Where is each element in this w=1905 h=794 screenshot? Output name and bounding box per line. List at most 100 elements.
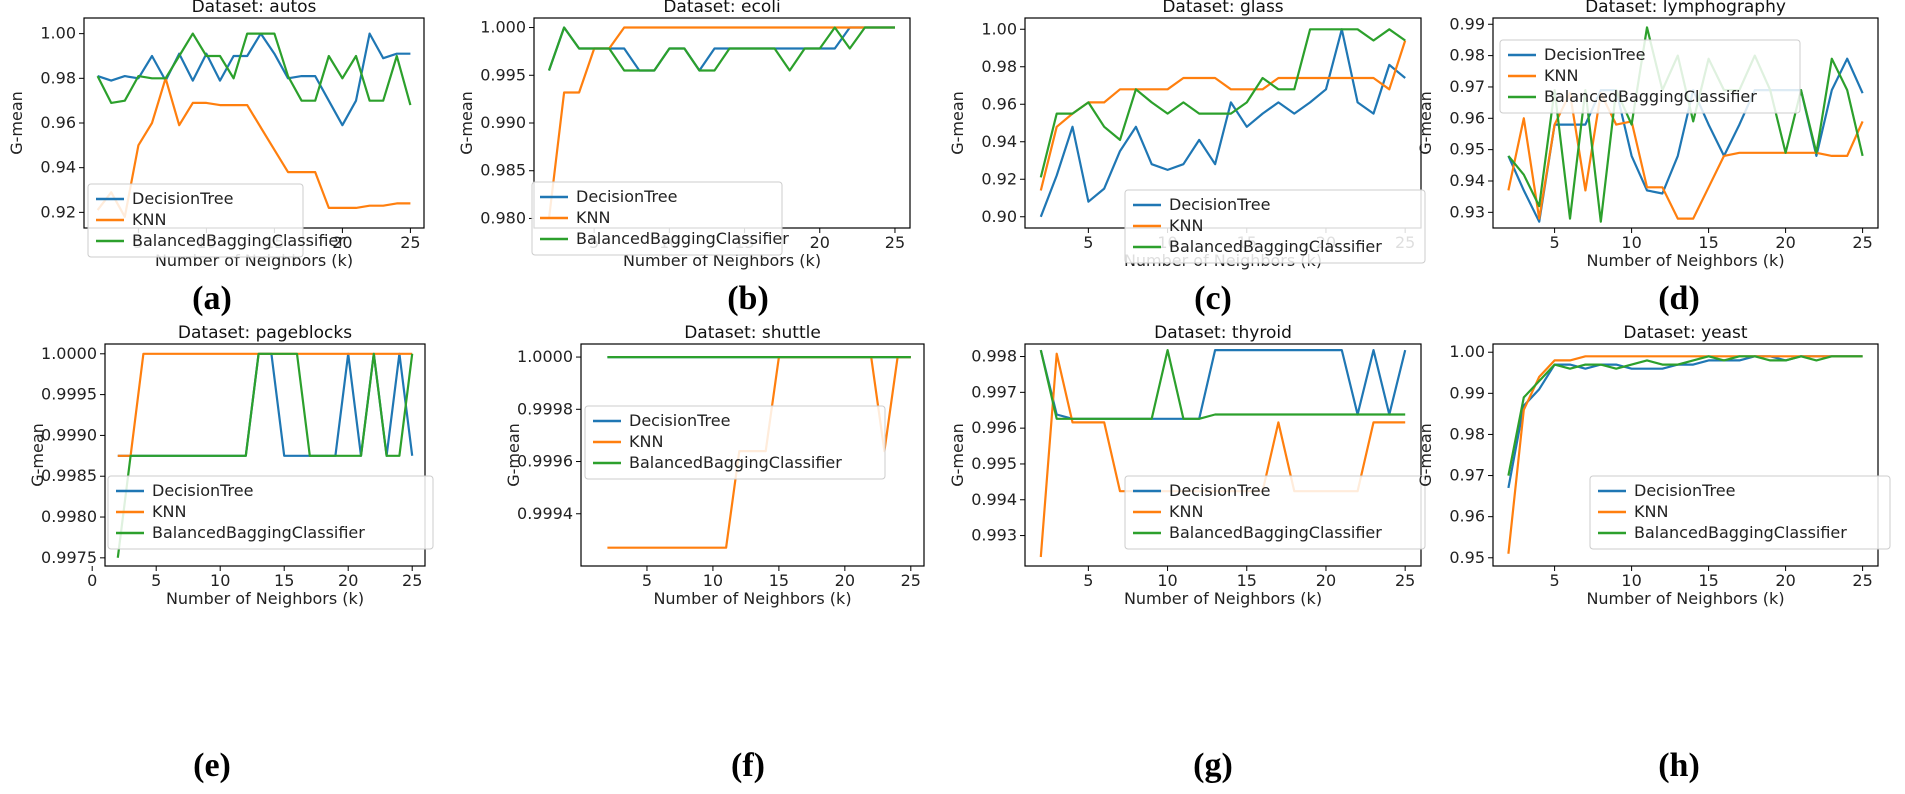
chart-title-yeast: Dataset: yeast	[1623, 323, 1747, 343]
series-line-balancedbaggingclassifier	[116, 352, 414, 558]
y-tick-label: 0.990	[480, 113, 526, 132]
chart-lymphography: Dataset: lymphography 0.93 0.94 0.95 0.96 0.9…	[1416, 0, 1879, 270]
y-axis-label: G-mean	[28, 423, 47, 487]
y-tick-label: 0.95	[1449, 140, 1485, 159]
y-tick-label: 0.92	[981, 169, 1017, 188]
plot-frame-yeast	[1492, 343, 1879, 567]
series-line-balancedbaggingclassifier	[547, 26, 895, 72]
x-tick-label: 5	[1550, 233, 1560, 252]
x-axis-label: Number of Neighbors (k)	[1586, 589, 1784, 608]
legend-label-decisiontree: DecisionTree	[1544, 45, 1645, 64]
x-tick-label: 5	[1550, 571, 1560, 590]
panel-label-g: (g)	[1193, 747, 1233, 784]
chart-title-lymphography: Dataset: lymphography	[1585, 0, 1786, 17]
legend-label-knn: KNN	[576, 208, 610, 227]
x-tick-label: 25	[400, 233, 420, 252]
y-tick-label: 1.00	[40, 24, 76, 43]
plot-frame-pageblocks	[104, 343, 426, 567]
chart-title-pageblocks: Dataset: pageblocks	[178, 323, 352, 343]
y-tick-label: 0.96	[981, 94, 1017, 113]
x-tick-label: 20	[338, 571, 358, 590]
legend-label-balancedbaggingclassifier: BalancedBaggingClassifier	[132, 231, 345, 250]
y-tick-label: 0.97	[1449, 77, 1485, 96]
x-tick-label: 20	[1775, 233, 1795, 252]
x-tick-label: 15	[1698, 571, 1718, 590]
y-tick-label: 0.98	[1449, 46, 1485, 65]
panel-label-b: (b)	[727, 280, 769, 317]
legend-box	[1124, 189, 1426, 264]
y-tick-label: 0.9980	[41, 507, 97, 526]
plot-frame-shuttle	[580, 343, 925, 567]
y-tick-label: 0.98	[1449, 424, 1485, 443]
panel-label-e: (e)	[193, 747, 231, 784]
x-tick-label: 25	[1395, 571, 1415, 590]
panel-label-a: (a)	[192, 280, 232, 317]
legend-label-knn: KNN	[1544, 66, 1578, 85]
series-line-balancedbaggingclassifier	[1507, 355, 1863, 476]
legend-label-knn: KNN	[152, 502, 186, 521]
x-axis-label: Number of Neighbors (k)	[623, 251, 821, 270]
legend-box	[584, 405, 886, 480]
y-tick-label: 0.996	[971, 418, 1017, 437]
x-tick-label: 0	[87, 571, 97, 590]
chart-pageblocks: Dataset: pageblocks 0.9975 0.9980 0.9985 0.9…	[28, 323, 434, 608]
legend-label-decisiontree: DecisionTree	[1634, 481, 1735, 500]
y-tick-label: 0.92	[40, 202, 76, 221]
y-axis-label: G-mean	[1416, 423, 1435, 487]
legend-box	[1124, 475, 1426, 550]
y-tick-label: 1.00	[981, 19, 1017, 38]
chart-title-glass: Dataset: glass	[1162, 0, 1283, 17]
y-axis-label: G-mean	[504, 423, 523, 487]
x-tick-label: 20	[835, 571, 855, 590]
y-tick-label: 0.98	[981, 57, 1017, 76]
legend-label-decisiontree: DecisionTree	[152, 481, 253, 500]
legend-box	[1499, 39, 1801, 114]
series-line-knn	[1039, 40, 1407, 191]
panel-label-f: (f)	[731, 747, 765, 784]
y-tick-label: 0.96	[1449, 108, 1485, 127]
y-tick-label: 0.993	[971, 526, 1017, 545]
x-tick-label: 5	[151, 571, 161, 590]
x-tick-label: 25	[1852, 233, 1872, 252]
y-tick-label: 0.998	[971, 347, 1017, 366]
y-tick-label: 0.985	[480, 161, 526, 180]
y-tick-label: 0.9975	[41, 548, 97, 567]
y-axis-label: G-mean	[948, 91, 967, 155]
y-tick-label: 0.96	[40, 113, 76, 132]
panel-label-c: (c)	[1194, 280, 1232, 317]
y-tick-label: 0.94	[1449, 171, 1485, 190]
y-tick-label: 0.9996	[517, 452, 573, 471]
y-tick-label: 0.99	[1449, 14, 1485, 33]
legend-label-balancedbaggingclassifier: BalancedBaggingClassifier	[1634, 523, 1847, 542]
chart-title-ecoli: Dataset: ecoli	[663, 0, 780, 17]
series-line-balancedbaggingclassifier	[1039, 349, 1406, 420]
x-tick-label: 10	[703, 571, 723, 590]
chart-autos: Dataset: autos0.920.940.960.981.00510152…	[7, 0, 425, 270]
x-tick-label: 20	[1775, 571, 1795, 590]
x-axis-label: Number of Neighbors (k)	[1124, 589, 1322, 608]
legend-label-knn: KNN	[1169, 216, 1203, 235]
legend-box	[1589, 475, 1891, 550]
y-tick-label: 0.994	[971, 490, 1017, 509]
legend-label-balancedbaggingclassifier: BalancedBaggingClassifier	[629, 453, 842, 472]
y-tick-label: 0.98	[40, 68, 76, 87]
x-tick-label: 10	[1621, 233, 1641, 252]
legend-label-balancedbaggingclassifier: BalancedBaggingClassifier	[576, 229, 789, 248]
x-tick-label: 10	[1621, 571, 1641, 590]
y-axis-label: G-mean	[457, 91, 476, 155]
y-tick-label: 0.995	[480, 65, 526, 84]
y-tick-label: 0.94	[40, 158, 76, 177]
legend-label-balancedbaggingclassifier: BalancedBaggingClassifier	[1544, 87, 1757, 106]
x-axis-label: Number of Neighbors (k)	[653, 589, 851, 608]
y-tick-label: 0.95	[1449, 548, 1485, 567]
series-line-decisiontree	[1507, 355, 1863, 489]
x-tick-label: 25	[885, 233, 905, 252]
y-axis-label: G-mean	[948, 423, 967, 487]
plot-frame-lymphography	[1492, 17, 1879, 229]
y-axis-label: G-mean	[7, 91, 26, 155]
y-tick-label: 0.9994	[517, 504, 573, 523]
x-axis-label: Number of Neighbors (k)	[1586, 251, 1784, 270]
panel-label-h: (h)	[1658, 747, 1700, 784]
series-line-balancedbaggingclassifier	[96, 32, 412, 106]
panel-label-d: (d)	[1658, 280, 1700, 317]
